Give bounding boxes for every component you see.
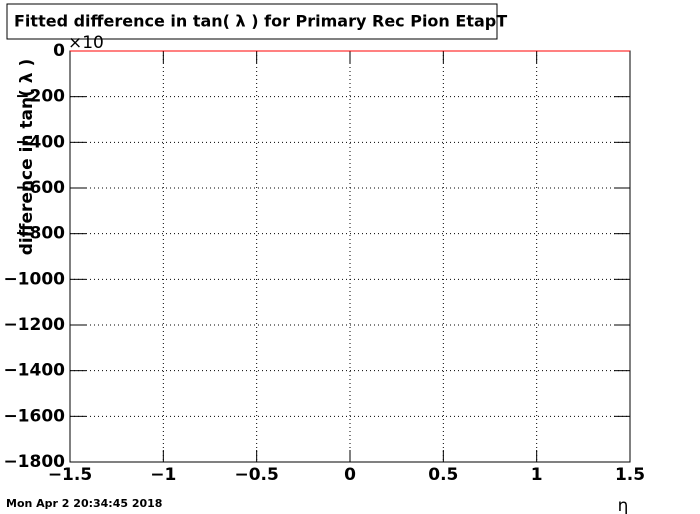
- y-tick-label: −1000: [3, 269, 65, 289]
- x-tick-label: 0.5: [428, 465, 458, 485]
- y-tick-label: 0: [53, 41, 65, 61]
- chart-title: Fitted difference in tan( λ ) for Primar…: [14, 12, 507, 31]
- y-tick-label: −200: [15, 87, 65, 107]
- y-tick-label: −600: [15, 178, 65, 198]
- x-tick-label: −1.5: [48, 465, 92, 485]
- y-exponent-label: ×10: [68, 33, 104, 53]
- y-tick-label: −800: [15, 224, 65, 244]
- x-tick-label: 1.5: [615, 465, 645, 485]
- title-box: [6, 3, 498, 40]
- y-axis-label: difference in tan( λ ): [17, 59, 37, 256]
- y-tick-label: −1600: [3, 406, 65, 426]
- y-tick-label: −400: [15, 132, 65, 152]
- x-tick-label: −0.5: [234, 465, 278, 485]
- plot-frame: [69, 50, 631, 463]
- x-axis-label: η: [618, 496, 629, 514]
- timestamp: Mon Apr 2 20:34:45 2018: [6, 497, 162, 510]
- y-tick-label: −1400: [3, 361, 65, 381]
- y-tick-label: −1200: [3, 315, 65, 335]
- x-tick-label: −1: [150, 465, 176, 485]
- y-tick-label: −1800: [3, 452, 65, 472]
- x-tick-label: 0: [344, 465, 356, 485]
- x-tick-label: 1: [531, 465, 543, 485]
